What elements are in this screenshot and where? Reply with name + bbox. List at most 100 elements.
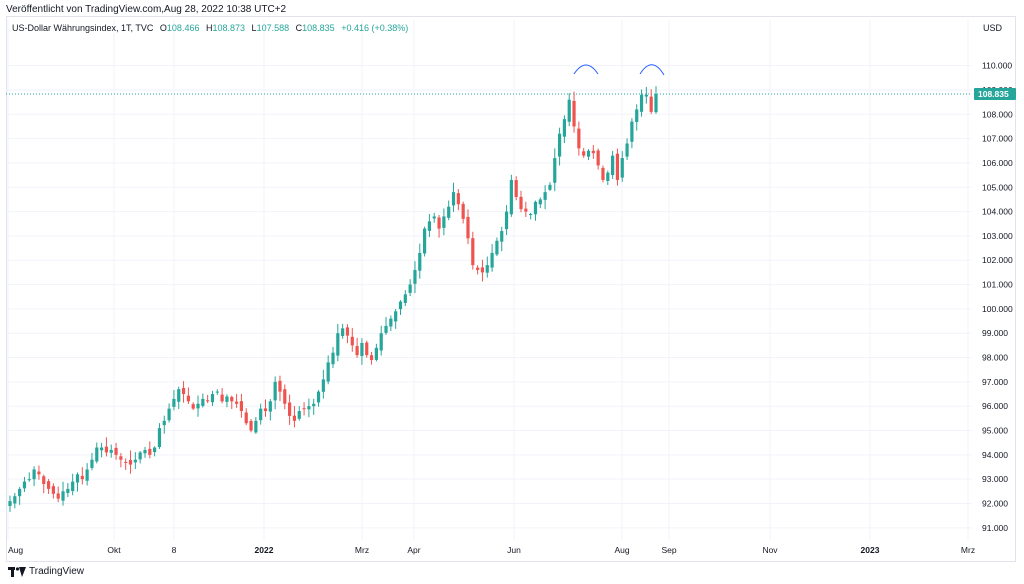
y-tick-label: 97.000	[982, 377, 1008, 387]
candle-body	[273, 381, 277, 401]
candle-body	[389, 318, 393, 327]
candle-body	[654, 93, 658, 113]
candle-body	[355, 346, 359, 356]
candle-body	[495, 240, 499, 255]
legend-open-label: O	[159, 23, 167, 33]
candle-body	[191, 404, 195, 409]
candle-body	[442, 216, 446, 228]
candle-body	[138, 452, 142, 460]
candle-body	[283, 389, 287, 404]
candle-body	[422, 228, 427, 254]
candle-body	[268, 401, 272, 412]
x-tick-label: Mrz	[355, 545, 369, 555]
candle-body	[61, 491, 65, 501]
y-tick-label: 94.000	[982, 450, 1008, 460]
candle-body	[56, 493, 60, 499]
candle-body	[42, 476, 46, 485]
footer-brand[interactable]: TradingView	[8, 566, 84, 577]
y-tick-label: 91.000	[982, 523, 1008, 533]
candle-body	[490, 252, 494, 268]
last-price-tag	[974, 87, 1016, 100]
candle-body	[124, 461, 128, 463]
y-tick-label: 100.000	[982, 304, 1013, 314]
candle-body	[32, 469, 36, 480]
annotation-arc-2	[639, 64, 665, 76]
y-tick-label: 108.000	[982, 109, 1013, 119]
candle-body	[307, 406, 311, 410]
candle-body	[22, 481, 27, 489]
candle-body	[27, 479, 31, 481]
candle-body	[611, 155, 615, 176]
y-tick-label: 95.000	[982, 426, 1008, 436]
candle-body	[331, 352, 335, 365]
candle-body	[157, 428, 162, 448]
candle-body	[394, 311, 398, 322]
candle-body	[341, 328, 345, 337]
y-tick-label: 92.000	[982, 499, 1008, 509]
candle-body	[427, 221, 432, 231]
candle-body	[18, 488, 22, 497]
candle-body	[524, 208, 528, 212]
candle-body	[562, 119, 567, 137]
legend-low-value: 107.588	[256, 23, 290, 33]
candle-body	[360, 342, 364, 357]
candle-body	[220, 394, 224, 402]
x-tick-label: Nov	[762, 545, 778, 555]
chart-legend: US-Dollar Währungsindex, 1T, TVC O108.46…	[12, 23, 408, 33]
legend-close-value: 108.835	[302, 23, 335, 33]
y-tick-label: 102.000	[982, 255, 1013, 265]
candle-body	[615, 153, 620, 180]
candle-body	[548, 184, 552, 190]
published-by-text: Veröffentlicht von TradingView.com,Aug 2…	[6, 4, 287, 15]
candle-body	[172, 398, 176, 407]
candle-body	[153, 447, 157, 453]
y-tick-label: 93.000	[982, 474, 1008, 484]
candle-body	[365, 342, 369, 356]
candle-body	[167, 408, 171, 421]
legend-high-value: 108.873	[212, 23, 246, 33]
candle-body	[418, 252, 422, 271]
candle-body	[215, 391, 219, 393]
candle-body	[8, 501, 12, 506]
candle-body	[514, 180, 518, 197]
candle-body	[37, 471, 41, 475]
y-tick-label: 96.000	[982, 401, 1008, 411]
candle-body	[649, 96, 653, 112]
candle-body	[254, 420, 258, 433]
candle-body	[630, 121, 634, 142]
candle-body	[181, 387, 186, 395]
candle-body	[297, 411, 301, 419]
candle-body	[572, 100, 576, 127]
candle-body	[230, 396, 234, 402]
x-tick-label: Apr	[407, 545, 420, 555]
candle-body	[639, 94, 644, 112]
candle-body	[553, 158, 557, 183]
currency-label: USD	[983, 23, 1003, 33]
candle-body	[471, 238, 475, 266]
candle-body	[480, 267, 485, 273]
y-tick-label: 98.000	[982, 353, 1008, 363]
candle-body	[456, 193, 460, 205]
y-tick-label: 105.000	[982, 182, 1013, 192]
candle-body	[312, 403, 316, 407]
candle-body	[99, 447, 104, 451]
candle-body	[288, 402, 292, 416]
candle-body	[504, 211, 509, 230]
candle-body	[644, 94, 648, 97]
candle-body	[80, 475, 84, 480]
last-price-tag-label: 108.835	[978, 89, 1009, 99]
legend-high-label: H	[205, 23, 213, 33]
x-tick-label: Mrz	[961, 545, 975, 555]
candle-body	[413, 269, 417, 284]
candle-body	[461, 203, 465, 219]
x-tick-label: 2022	[255, 545, 274, 555]
candle-body	[66, 488, 70, 493]
candle-body	[582, 151, 586, 156]
candle-body	[143, 449, 147, 454]
candle-body	[485, 265, 489, 273]
candle-body	[529, 214, 533, 216]
candle-body	[244, 412, 248, 424]
candle-body	[519, 196, 523, 210]
candle-body	[114, 447, 118, 455]
